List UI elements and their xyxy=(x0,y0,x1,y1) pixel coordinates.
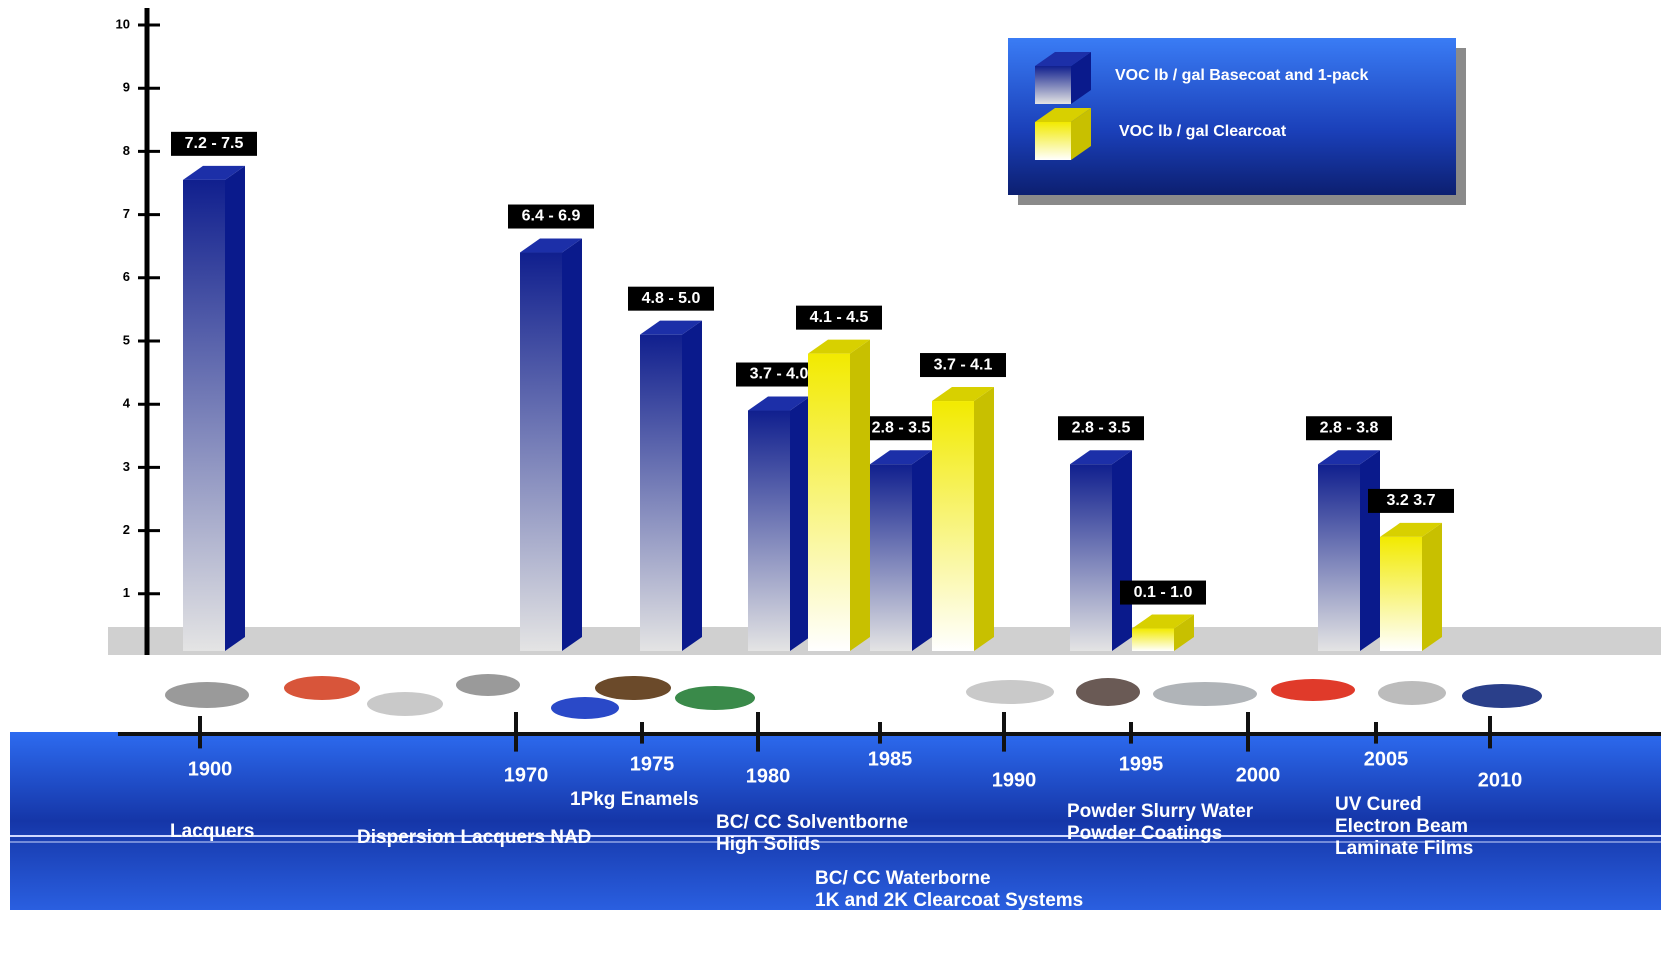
value-label: 6.4 - 6.9 xyxy=(522,208,581,225)
bar xyxy=(748,410,790,651)
bar-side xyxy=(225,165,245,651)
legend-swatch xyxy=(1035,66,1071,104)
bar xyxy=(520,252,562,651)
timeline-annotation: Laminate Films xyxy=(1335,838,1473,859)
timeline-annotation: Powder Coatings xyxy=(1067,823,1222,844)
bar-top xyxy=(1070,450,1132,465)
bar-top xyxy=(748,396,810,411)
value-label: 4.8 - 5.0 xyxy=(642,290,701,307)
value-label-box xyxy=(1058,416,1144,441)
x-tick-label: 2010 xyxy=(1478,769,1523,791)
bar-side xyxy=(974,387,994,651)
bar xyxy=(1380,536,1422,651)
legend-label: VOC lb / gal Clearcoat xyxy=(1119,123,1287,140)
timeline-annotation: Powder Slurry Water xyxy=(1067,801,1254,822)
x-tick-label: 2000 xyxy=(1236,764,1281,786)
y-tick-label: 5 xyxy=(123,332,130,347)
value-label: 7.2 - 7.5 xyxy=(185,135,244,152)
legend-swatch-side xyxy=(1071,52,1091,104)
timeline-annotation: BC/ CC Solventborne xyxy=(716,812,908,833)
bar xyxy=(1070,464,1112,651)
timeline-annotation: BC/ CC Waterborne xyxy=(815,868,991,889)
value-label-box xyxy=(628,286,714,311)
bar-side xyxy=(562,238,582,651)
bar-top xyxy=(932,387,994,402)
y-tick-label: 10 xyxy=(116,16,130,31)
value-label-box xyxy=(736,362,822,387)
value-label: 0.1 - 1.0 xyxy=(1134,584,1193,601)
legend-swatch-side xyxy=(1071,108,1091,160)
y-tick-label: 8 xyxy=(123,143,130,158)
bar xyxy=(932,401,974,651)
legend-label: VOC lb / gal Basecoat and 1-pack xyxy=(1115,67,1369,84)
bar-side xyxy=(1360,450,1380,651)
x-tick-label: 1975 xyxy=(630,753,675,775)
bar-top xyxy=(640,320,702,335)
x-tick-label: 1980 xyxy=(746,765,791,787)
value-label: 3.7 - 4.1 xyxy=(934,356,993,373)
x-tick-label: 1900 xyxy=(188,758,233,780)
bar-top xyxy=(808,339,870,354)
x-tick-label: 1985 xyxy=(868,748,913,770)
legend-swatch-top xyxy=(1035,52,1091,66)
value-label-box xyxy=(171,131,257,156)
value-label-box xyxy=(1306,416,1392,441)
y-tick-label: 6 xyxy=(123,269,130,284)
value-label-box xyxy=(858,416,944,441)
bar-side xyxy=(1422,522,1442,651)
timeline-annotation: 1Pkg Enamels xyxy=(570,789,699,810)
bar-top xyxy=(870,450,932,465)
bar-top xyxy=(1318,450,1380,465)
bar xyxy=(870,464,912,651)
y-tick-label: 9 xyxy=(123,80,130,95)
value-label-box xyxy=(508,204,594,229)
timeline-annotation: UV Cured xyxy=(1335,794,1422,815)
value-label-box xyxy=(1120,580,1206,605)
bar xyxy=(640,334,682,651)
timeline-annotation: Dispersion Lacquers NAD xyxy=(357,827,591,848)
bar xyxy=(808,353,850,651)
timeline-annotation: Electron Beam xyxy=(1335,816,1468,837)
x-tick-label: 2005 xyxy=(1364,748,1409,770)
value-label-box xyxy=(1368,488,1454,513)
bar-side xyxy=(1174,614,1194,651)
x-tick-label: 1990 xyxy=(992,769,1037,791)
car-icons xyxy=(165,674,1542,719)
bar-top xyxy=(1380,522,1442,537)
legend-swatch xyxy=(1035,122,1071,160)
bar-side xyxy=(790,396,810,651)
y-tick-label: 1 xyxy=(123,585,130,600)
value-label: 4.1 - 4.5 xyxy=(810,309,869,326)
x-tick-label: 1970 xyxy=(504,764,549,786)
y-tick-label: 3 xyxy=(123,459,130,474)
y-tick-label: 4 xyxy=(123,396,131,411)
value-label: 2.8 - 3.5 xyxy=(1072,419,1131,436)
y-tick-label: 7 xyxy=(123,206,130,221)
value-label-box xyxy=(920,353,1006,378)
bar-top xyxy=(520,238,582,253)
bar xyxy=(1132,628,1174,651)
value-label-box xyxy=(796,305,882,330)
value-label: 3.7 - 4.0 xyxy=(750,366,809,383)
value-label: 2.8 - 3.8 xyxy=(1320,419,1379,436)
value-label: 2.8 - 3.5 xyxy=(872,419,931,436)
y-tick-label: 2 xyxy=(123,522,130,537)
value-label: 3.2 3.7 xyxy=(1387,492,1436,509)
bar-top xyxy=(1132,614,1194,629)
bar-side xyxy=(1112,450,1132,651)
legend-swatch-top xyxy=(1035,108,1091,122)
timeline-annotation: 1K and 2K Clearcoat Systems xyxy=(815,890,1083,911)
x-tick-label: 1995 xyxy=(1119,753,1164,775)
bar-top xyxy=(183,165,245,180)
bar-side xyxy=(912,450,932,651)
timeline-annotation: High Solids xyxy=(716,834,821,855)
timeline-band xyxy=(10,732,1661,910)
bar xyxy=(1318,464,1360,651)
bar xyxy=(183,179,225,651)
timeline-annotation: Lacquers xyxy=(170,821,254,842)
bar-side xyxy=(850,339,870,651)
bar-side xyxy=(682,320,702,651)
